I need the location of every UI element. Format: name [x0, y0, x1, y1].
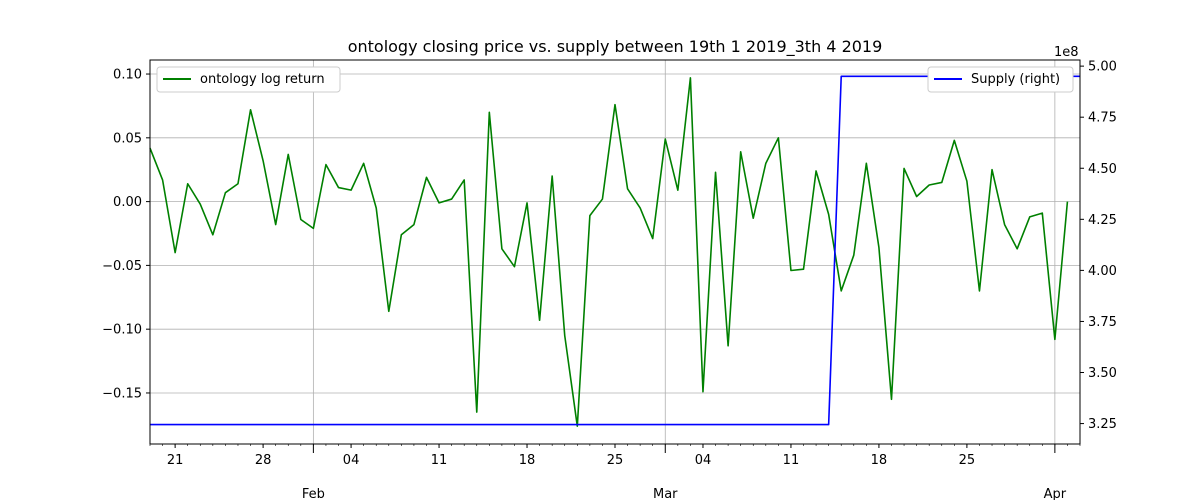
- x-tick-label: 21: [167, 453, 184, 468]
- legend-left: ontology log return: [156, 66, 341, 93]
- x-tick-label: 28: [255, 453, 272, 468]
- x-tick-label: 18: [871, 453, 888, 468]
- x-tick-label: 11: [783, 453, 800, 468]
- legend-right-box: [927, 66, 1074, 93]
- x-axis: 21 28 04 11 18 25 04 11 18 25 Feb Mar Apr: [149, 444, 1081, 500]
- left-tick-label: −0.10: [102, 323, 142, 338]
- left-tick-label: −0.05: [102, 259, 142, 274]
- left-tick-label: 0.05: [113, 131, 142, 146]
- right-tick-label: 3.50: [1088, 366, 1117, 381]
- right-axis: 3.25 3.50 3.75 4.00 4.25 4.50 4.75 5.00: [1080, 60, 1117, 432]
- right-tick-label: 4.50: [1088, 162, 1117, 177]
- x-major-tick-label: Apr: [1044, 487, 1067, 500]
- x-major-tick-label: Feb: [302, 487, 325, 500]
- plot-frame: [149, 59, 1081, 445]
- right-tick-label: 4.00: [1088, 264, 1117, 279]
- supply-line: [150, 75, 1080, 426]
- legend-left-box: [156, 66, 341, 93]
- right-tick-label: 3.75: [1088, 315, 1117, 330]
- series-layer: [149, 75, 1080, 427]
- left-tick-label: 0.10: [113, 68, 142, 83]
- legend-left-label: ontology log return: [200, 72, 325, 87]
- right-axis-offset-label: 1e8: [1054, 45, 1079, 60]
- x-tick-label: 04: [343, 453, 360, 468]
- right-tick-label: 5.00: [1088, 60, 1117, 75]
- x-tick-label: 25: [607, 453, 624, 468]
- left-axis: −0.15 −0.10 −0.05 0.00 0.05 0.10: [102, 68, 150, 401]
- right-tick-label: 3.25: [1088, 417, 1117, 432]
- x-tick-label: 11: [431, 453, 448, 468]
- left-tick-label: −0.15: [102, 386, 142, 401]
- left-tick-label: 0.00: [113, 195, 142, 210]
- x-tick-label: 04: [695, 453, 712, 468]
- right-tick-label: 4.75: [1088, 111, 1117, 126]
- x-tick-label: 18: [519, 453, 536, 468]
- grid: [150, 60, 1080, 444]
- x-tick-label: 25: [959, 453, 976, 468]
- legend-right-label: Supply (right): [971, 72, 1060, 87]
- log-return-line: [149, 77, 1069, 427]
- chart-title: ontology closing price vs. supply betwee…: [348, 37, 883, 57]
- right-tick-label: 4.25: [1088, 213, 1117, 228]
- x-major-tick-label: Mar: [653, 487, 678, 500]
- legend-right: Supply (right): [927, 66, 1074, 93]
